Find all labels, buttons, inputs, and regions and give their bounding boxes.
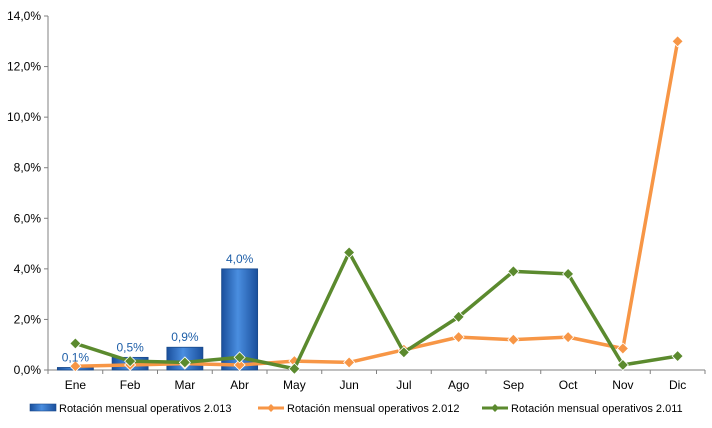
- x-tick-label: Ene: [65, 378, 87, 392]
- marker-2011-oct: [562, 267, 575, 280]
- line-2011: [74, 250, 678, 371]
- marker-2012-oct: [562, 331, 575, 344]
- x-axis: Ene Feb Mar Abr May Jun Jul Ago Sep Oct Nov Dic: [47, 369, 706, 392]
- marker-2011-mar: [178, 356, 191, 369]
- x-tick-label: Nov: [612, 378, 633, 392]
- legend-marker: [491, 404, 499, 412]
- x-tick-label: May: [283, 378, 306, 392]
- marker-2012-jun: [343, 356, 356, 369]
- bar-data-label: 0,5%: [116, 340, 144, 354]
- y-tick-label: 6,0%: [14, 211, 42, 225]
- x-tick-label: Jun: [339, 378, 358, 392]
- x-tick-label: Oct: [559, 378, 578, 392]
- marker-2011-jul: [397, 346, 410, 359]
- x-tick-label: Feb: [120, 378, 141, 392]
- y-tick-label: 14,0%: [7, 9, 41, 23]
- legend-label: Rotación mensual operativos 2.011: [511, 403, 683, 415]
- marker-2011-feb: [124, 355, 137, 368]
- x-tick-label: Jul: [396, 378, 411, 392]
- x-tick-label: Mar: [175, 378, 196, 392]
- bar-data-label: 4,0%: [226, 252, 254, 266]
- y-tick-label: 0,0%: [14, 363, 42, 377]
- x-tick-label: Dic: [669, 378, 686, 392]
- x-tick-label: Ago: [448, 378, 470, 392]
- y-tick-label: 4,0%: [14, 262, 42, 276]
- marker-2012-nov: [616, 342, 629, 355]
- y-tick-label: 12,0%: [7, 60, 41, 74]
- legend: Rotación mensual operativos 2.013 Rotació…: [29, 403, 683, 415]
- y-tick-label: 8,0%: [14, 161, 42, 175]
- y-tick-label: 2,0%: [14, 312, 42, 326]
- x-tick-label: Abr: [230, 378, 249, 392]
- marker-2011-nov: [616, 358, 629, 372]
- legend-label: Rotación mensual operativos 2.013: [59, 403, 231, 415]
- legend-swatch-bar: [29, 403, 57, 412]
- legend-marker: [267, 404, 275, 412]
- marker-2011-dic: [671, 350, 684, 363]
- marker-2012-sep: [507, 333, 520, 346]
- marker-2011-sep: [507, 265, 520, 278]
- marker-2011-jun: [343, 246, 356, 259]
- bar-data-label: 0,9%: [171, 330, 199, 344]
- y-tick-label: 10,0%: [7, 110, 41, 124]
- marker-2011-may: [288, 362, 301, 375]
- data-labels: 0,1% 0,5% 0,9% 4,0%: [62, 252, 254, 365]
- line-series: [69, 35, 684, 375]
- marker-2012-dic: [671, 35, 684, 48]
- marker-2012-abr: [233, 358, 246, 372]
- legend-label: Rotación mensual operativos 2.012: [287, 403, 459, 415]
- marker-2011-ene: [69, 337, 82, 350]
- bar-data-label: 0,1%: [62, 350, 90, 364]
- y-axis: 0,0% 2,0% 4,0% 6,0% 8,0% 10,0% 12,0% 14,0%: [7, 9, 49, 377]
- marker-2012-ago: [452, 331, 465, 344]
- line-2012: [75, 40, 680, 368]
- marker-2012-ene: [69, 360, 82, 373]
- x-tick-label: Sep: [503, 378, 525, 392]
- marker-2011-abr: [233, 351, 246, 364]
- marker-2011-ago: [452, 310, 465, 323]
